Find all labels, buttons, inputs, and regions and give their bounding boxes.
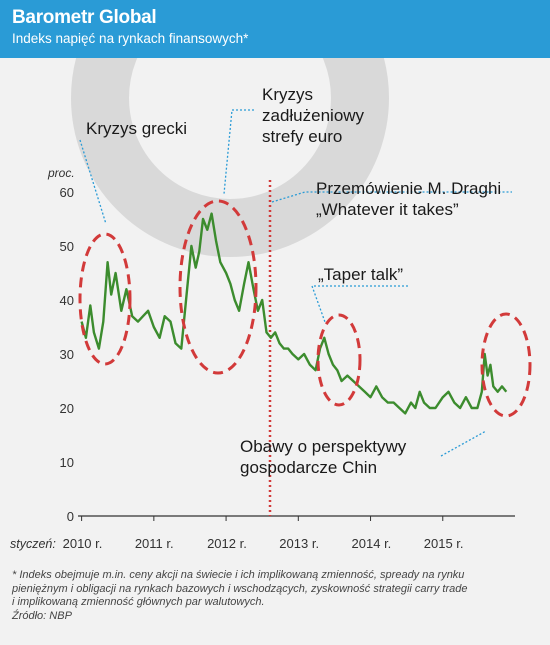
y-tick-label-6: 60 [60,185,74,200]
highlight-china [480,312,532,418]
y-tick-label-4: 40 [60,293,74,308]
y-tick-label-3: 30 [60,347,74,362]
x-tick-label-0: 2010 r. [63,536,103,551]
annotation-euro-crisis: Kryzys zadłużeniowy strefy euro [262,85,369,146]
y-tick-label-0: 0 [67,509,74,524]
source-label: Źródło: NBP [12,609,72,622]
y-tick-label-5: 50 [60,239,74,254]
chart-subtitle: Indeks napięć na rynkach finansowych* [12,31,249,46]
chart-title: Barometr Global [12,7,157,28]
header-banner: Barometr Global Indeks napięć na rynkach… [0,0,550,58]
annotation-connectors [79,109,512,457]
footnote-line-3: i implikowaną zmienność głównych par wal… [12,596,265,608]
x-tick-label-5: 2015 r. [424,536,464,551]
annotation-china: Obawy o perspektywy gospodarcze Chin [240,437,411,477]
x-tick-label-4: 2014 r. [352,536,392,551]
highlight-taper-talk [316,313,362,407]
annotation-greek-crisis: Kryzys grecki [86,119,187,138]
x-tick-label-2: 2012 r. [207,536,247,551]
footnote-line-2: pieniężnym i obligacji na rynkach bazowy… [12,582,468,595]
annotations: Kryzys grecki Kryzys zadłużeniowy strefy… [86,85,506,477]
footnote: * Indeks obejmuje m.in. ceny akcji na św… [12,569,542,623]
series-line [80,212,508,415]
y-axis-unit-label: proc. [47,166,75,180]
x-tick-label-1: 2011 r. [135,536,174,551]
watermark-icon [71,58,389,257]
highlight-ellipses [78,199,532,418]
annotation-taper-talk: „Taper talk” [318,265,403,284]
footnote-line-1: * Indeks obejmuje m.in. ceny akcji na św… [12,569,465,581]
annotation-draghi: Przemówienie M. Draghi „Whatever it take… [316,179,506,219]
x-tick-label-3: 2013 r. [279,536,319,551]
x-axis-prefix-label: styczeń: [10,537,56,551]
y-tick-label-1: 10 [60,455,74,470]
chart-svg: 0 10 20 30 40 50 60 proc. 2010 r. 2011 r. 2012 r. 2… [10,58,532,551]
highlight-euro-crisis [178,199,258,375]
axes: 0 10 20 30 40 50 60 proc. 2010 r. 2011 r. 2012 r. 2… [10,166,515,551]
y-tick-label-2: 20 [60,401,74,416]
highlight-greek-crisis [78,232,132,366]
